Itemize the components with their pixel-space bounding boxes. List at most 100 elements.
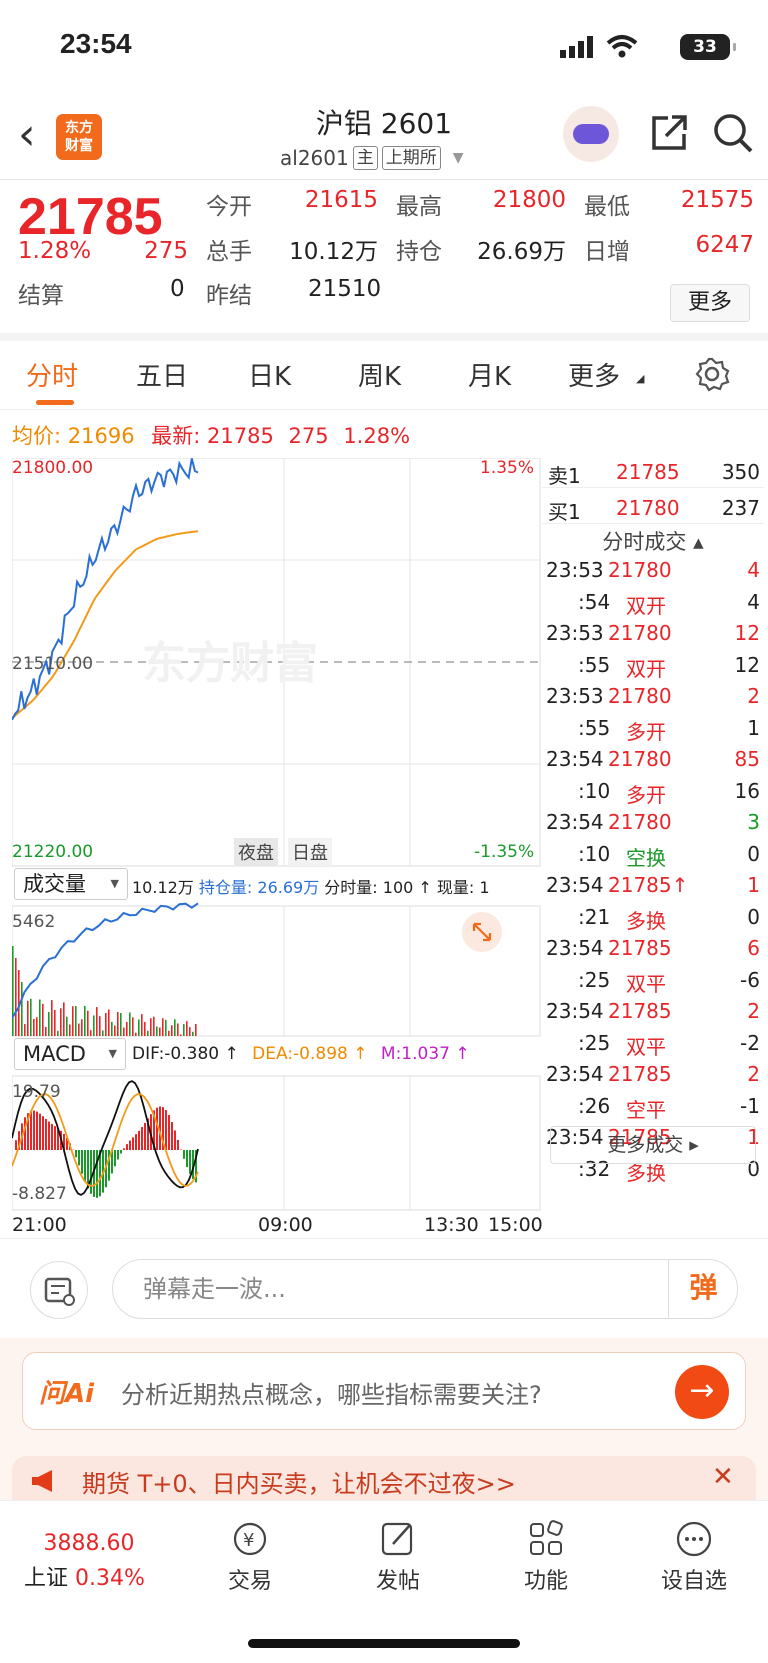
tick-row: 23:54 21780 85 xyxy=(542,745,764,775)
contract-code: al2601 xyxy=(280,146,349,170)
ai-go-arrow-icon[interactable]: → xyxy=(675,1365,729,1419)
ai-robot-icon[interactable] xyxy=(563,106,619,162)
tab-more[interactable]: 更多 xyxy=(568,362,621,392)
tick-volume: 2 xyxy=(747,684,760,708)
oi-label: 持仓 xyxy=(396,239,442,265)
pct-min-label: -1.35% xyxy=(474,842,535,862)
index-value: 3888.60 xyxy=(43,1531,135,1556)
tick-row: 23:54 21785 1 xyxy=(542,1123,764,1153)
index-pct: 0.34% xyxy=(75,1566,145,1591)
tick-row: :32 多换 0 xyxy=(542,1155,764,1185)
volume-value: 10.12万 xyxy=(289,239,378,265)
tick-volume: 85 xyxy=(734,747,760,771)
summary-line: 均价: 21696 最新: 21785 275 1.28% xyxy=(12,420,410,450)
oi-text: 持仓量: 26.69万 xyxy=(198,878,320,897)
ai-prompt-box[interactable]: 问Ai 分析近期热点概念，哪些指标需要关注? → xyxy=(22,1352,746,1430)
daily-label: 日增 xyxy=(584,239,630,265)
tick-volume: 4 xyxy=(747,589,760,614)
last-change: 275 xyxy=(288,424,329,448)
svg-text:¥: ¥ xyxy=(243,1530,254,1551)
tick-row: 23:54 21780 3 xyxy=(542,808,764,838)
tab-daily-k[interactable]: 日K xyxy=(248,362,292,392)
tick-row: 23:54 21785 6 xyxy=(542,934,764,964)
settings-gear-icon[interactable] xyxy=(694,356,730,392)
tick-row: 23:53 21780 2 xyxy=(542,682,764,712)
ticks-title[interactable]: 分时成交 ▴ xyxy=(602,530,704,554)
dea-line xyxy=(11,1093,199,1187)
home-indicator xyxy=(248,1639,520,1648)
tick-volume: 3 xyxy=(747,810,760,834)
danmu-toggle-button[interactable]: 弹 xyxy=(668,1259,738,1319)
tick-volume: 1 xyxy=(747,1125,760,1149)
tick-volume: 2 xyxy=(747,999,760,1023)
trade-icon: ¥ xyxy=(233,1522,267,1556)
open-interest-line xyxy=(11,902,199,1019)
quote-panel: 21785 1.28% 275 结算 0 今开 21615 最高 21800 最… xyxy=(0,181,768,341)
tick-row: :25 双平 -2 xyxy=(542,1029,764,1059)
x-label-start: 21:00 xyxy=(12,1214,67,1236)
dif-line xyxy=(11,1080,199,1196)
more-dots-icon xyxy=(676,1521,712,1557)
volume-max-label: 5462 xyxy=(12,912,56,932)
tab-monthly-k[interactable]: 月K xyxy=(468,362,512,392)
dif-value: DIF:-0.380 ↑ xyxy=(132,1044,239,1064)
search-icon[interactable] xyxy=(712,112,754,154)
grid-icon xyxy=(530,1520,563,1555)
tick-row: :55 多开 1 xyxy=(542,714,764,744)
tab-functions-label: 功能 xyxy=(523,1569,568,1594)
tick-price: 多换 xyxy=(626,1160,666,1185)
status-time: 23:54 xyxy=(60,28,132,59)
tab-watchlist[interactable]: 设自选 xyxy=(634,1519,754,1595)
tick-volume: 6 xyxy=(747,936,760,960)
avg-value: 21696 xyxy=(67,424,135,448)
tick-row: :10 空换 0 xyxy=(542,840,764,870)
macd-indicator-select[interactable]: MACD ▼ xyxy=(14,1038,126,1070)
tick-price: 空换 xyxy=(626,845,666,870)
tick-price: 21780 xyxy=(608,558,672,582)
danmu-settings-icon[interactable] xyxy=(30,1261,88,1319)
last-value: 21785 xyxy=(207,424,274,448)
volume-indicator-select[interactable]: 成交量 ▼ xyxy=(14,868,128,900)
change-amount: 275 xyxy=(144,238,188,264)
tick-price: 21780 xyxy=(608,747,672,771)
tick-time: 23:53 xyxy=(546,621,604,645)
order-book-panel: 卖1 21785 350 买1 21780 237 分时成交 ▴ 23:53 21… xyxy=(542,458,764,1238)
more-button[interactable]: 更多 xyxy=(670,284,750,322)
x-label-close: 15:00 xyxy=(488,1214,543,1236)
contract-selector[interactable]: al2601 主 上期所 ▼ xyxy=(280,146,464,170)
back-icon[interactable]: ‹ xyxy=(18,109,36,160)
share-icon[interactable] xyxy=(648,112,690,154)
tab-weekly-k[interactable]: 周K xyxy=(358,362,402,392)
tab-five-day[interactable]: 五日 xyxy=(136,362,189,392)
tick-time: :55 xyxy=(578,715,611,740)
tick-volume: 12 xyxy=(734,652,760,677)
promo-notice[interactable]: 期货 T+0、日内买卖，让机会不过夜>> ✕ xyxy=(12,1456,756,1506)
danmu-input[interactable]: 弹幕走一波... xyxy=(112,1259,738,1319)
tick-time: 23:54 xyxy=(546,999,604,1023)
ai-assistant-area: 问Ai 分析近期热点概念，哪些指标需要关注? → 期货 T+0、日内买卖，让机会… xyxy=(0,1338,768,1506)
tick-time: :25 xyxy=(578,967,611,992)
volume-total: 10.12万 xyxy=(132,878,194,897)
expand-icon[interactable] xyxy=(462,912,502,952)
more-ticks-button[interactable]: 更多成交 ▸ xyxy=(550,1126,756,1164)
tick-row: 23:54 21785 2 xyxy=(542,1060,764,1090)
tick-price: 21785 xyxy=(608,1125,672,1149)
tab-trade[interactable]: ¥ 交易 xyxy=(190,1519,310,1595)
intraday-chart[interactable]: 东方财富 21800.00 21510.00 21220.00 1.35% -1… xyxy=(11,457,543,1238)
tab-post[interactable]: 发帖 xyxy=(338,1519,458,1595)
battery-icon: 33 xyxy=(680,34,736,60)
avg-price-line xyxy=(11,530,199,720)
exchange-tag: 上期所 xyxy=(381,146,441,170)
chart-canvas: 东方财富 xyxy=(11,457,541,1211)
tab-functions[interactable]: 功能 xyxy=(486,1519,606,1595)
tick-price: 双平 xyxy=(626,971,666,996)
index-ticker[interactable]: 3888.60 上证 0.34% xyxy=(24,1531,154,1592)
low-value: 21575 xyxy=(680,187,754,213)
wifi-icon xyxy=(606,35,638,58)
m-value: M:1.037 ↑ xyxy=(380,1044,470,1064)
last-label: 最新: xyxy=(151,424,201,448)
tab-trade-label: 交易 xyxy=(227,1569,272,1594)
close-icon[interactable]: ✕ xyxy=(712,1462,734,1492)
tab-intraday[interactable]: 分时 xyxy=(26,362,79,392)
tick-volume: 1 xyxy=(747,715,760,740)
